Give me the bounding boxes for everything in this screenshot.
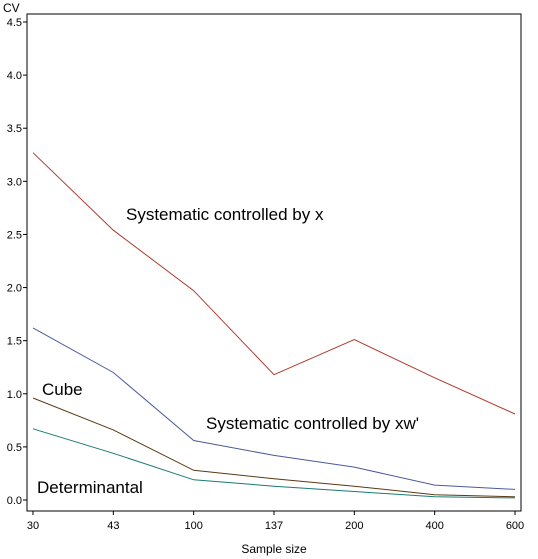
x-tick-label: 200 [345,520,363,532]
x-tick-label: 400 [425,520,443,532]
y-tick-label: 3.0 [7,176,22,188]
y-tick-label: 4.5 [7,17,22,29]
y-tick-label: 3.5 [7,123,22,135]
series-line-3 [32,428,516,499]
y-tick-label: 1.0 [7,389,22,401]
x-tick-label: 600 [506,520,524,532]
y-tick-label: 0.0 [7,495,22,507]
plot-frame [26,13,522,512]
x-tick-label: 43 [107,520,119,532]
series-line-1 [32,327,516,490]
y-axis-title: CV [3,1,20,15]
series-lines [32,152,516,499]
series-label-determinantal: Determinantal [37,478,143,497]
x-tick-label: 30 [27,520,39,532]
axis-ticks: 0.0 0.5 1.0 1.5 2.0 2.5 3.0 3.5 4.0 4.5 30 43 100 137… [7,17,524,532]
x-tick-label: 137 [265,520,283,532]
y-tick-label: 0.5 [7,442,22,454]
y-tick-label: 4.0 [7,70,22,82]
series-label-systematic-xw: Systematic controlled by xw' [206,414,419,433]
series-line-0 [32,152,516,415]
series-label-systematic-x: Systematic controlled by x [126,205,324,224]
x-tick-label: 100 [184,520,202,532]
series-label-cube: Cube [42,380,83,399]
y-tick-label: 2.0 [7,283,22,295]
x-axis-title: Sample size [241,542,307,556]
series-line-2 [32,397,516,498]
y-tick-label: 2.5 [7,229,22,241]
y-tick-label: 1.5 [7,336,22,348]
